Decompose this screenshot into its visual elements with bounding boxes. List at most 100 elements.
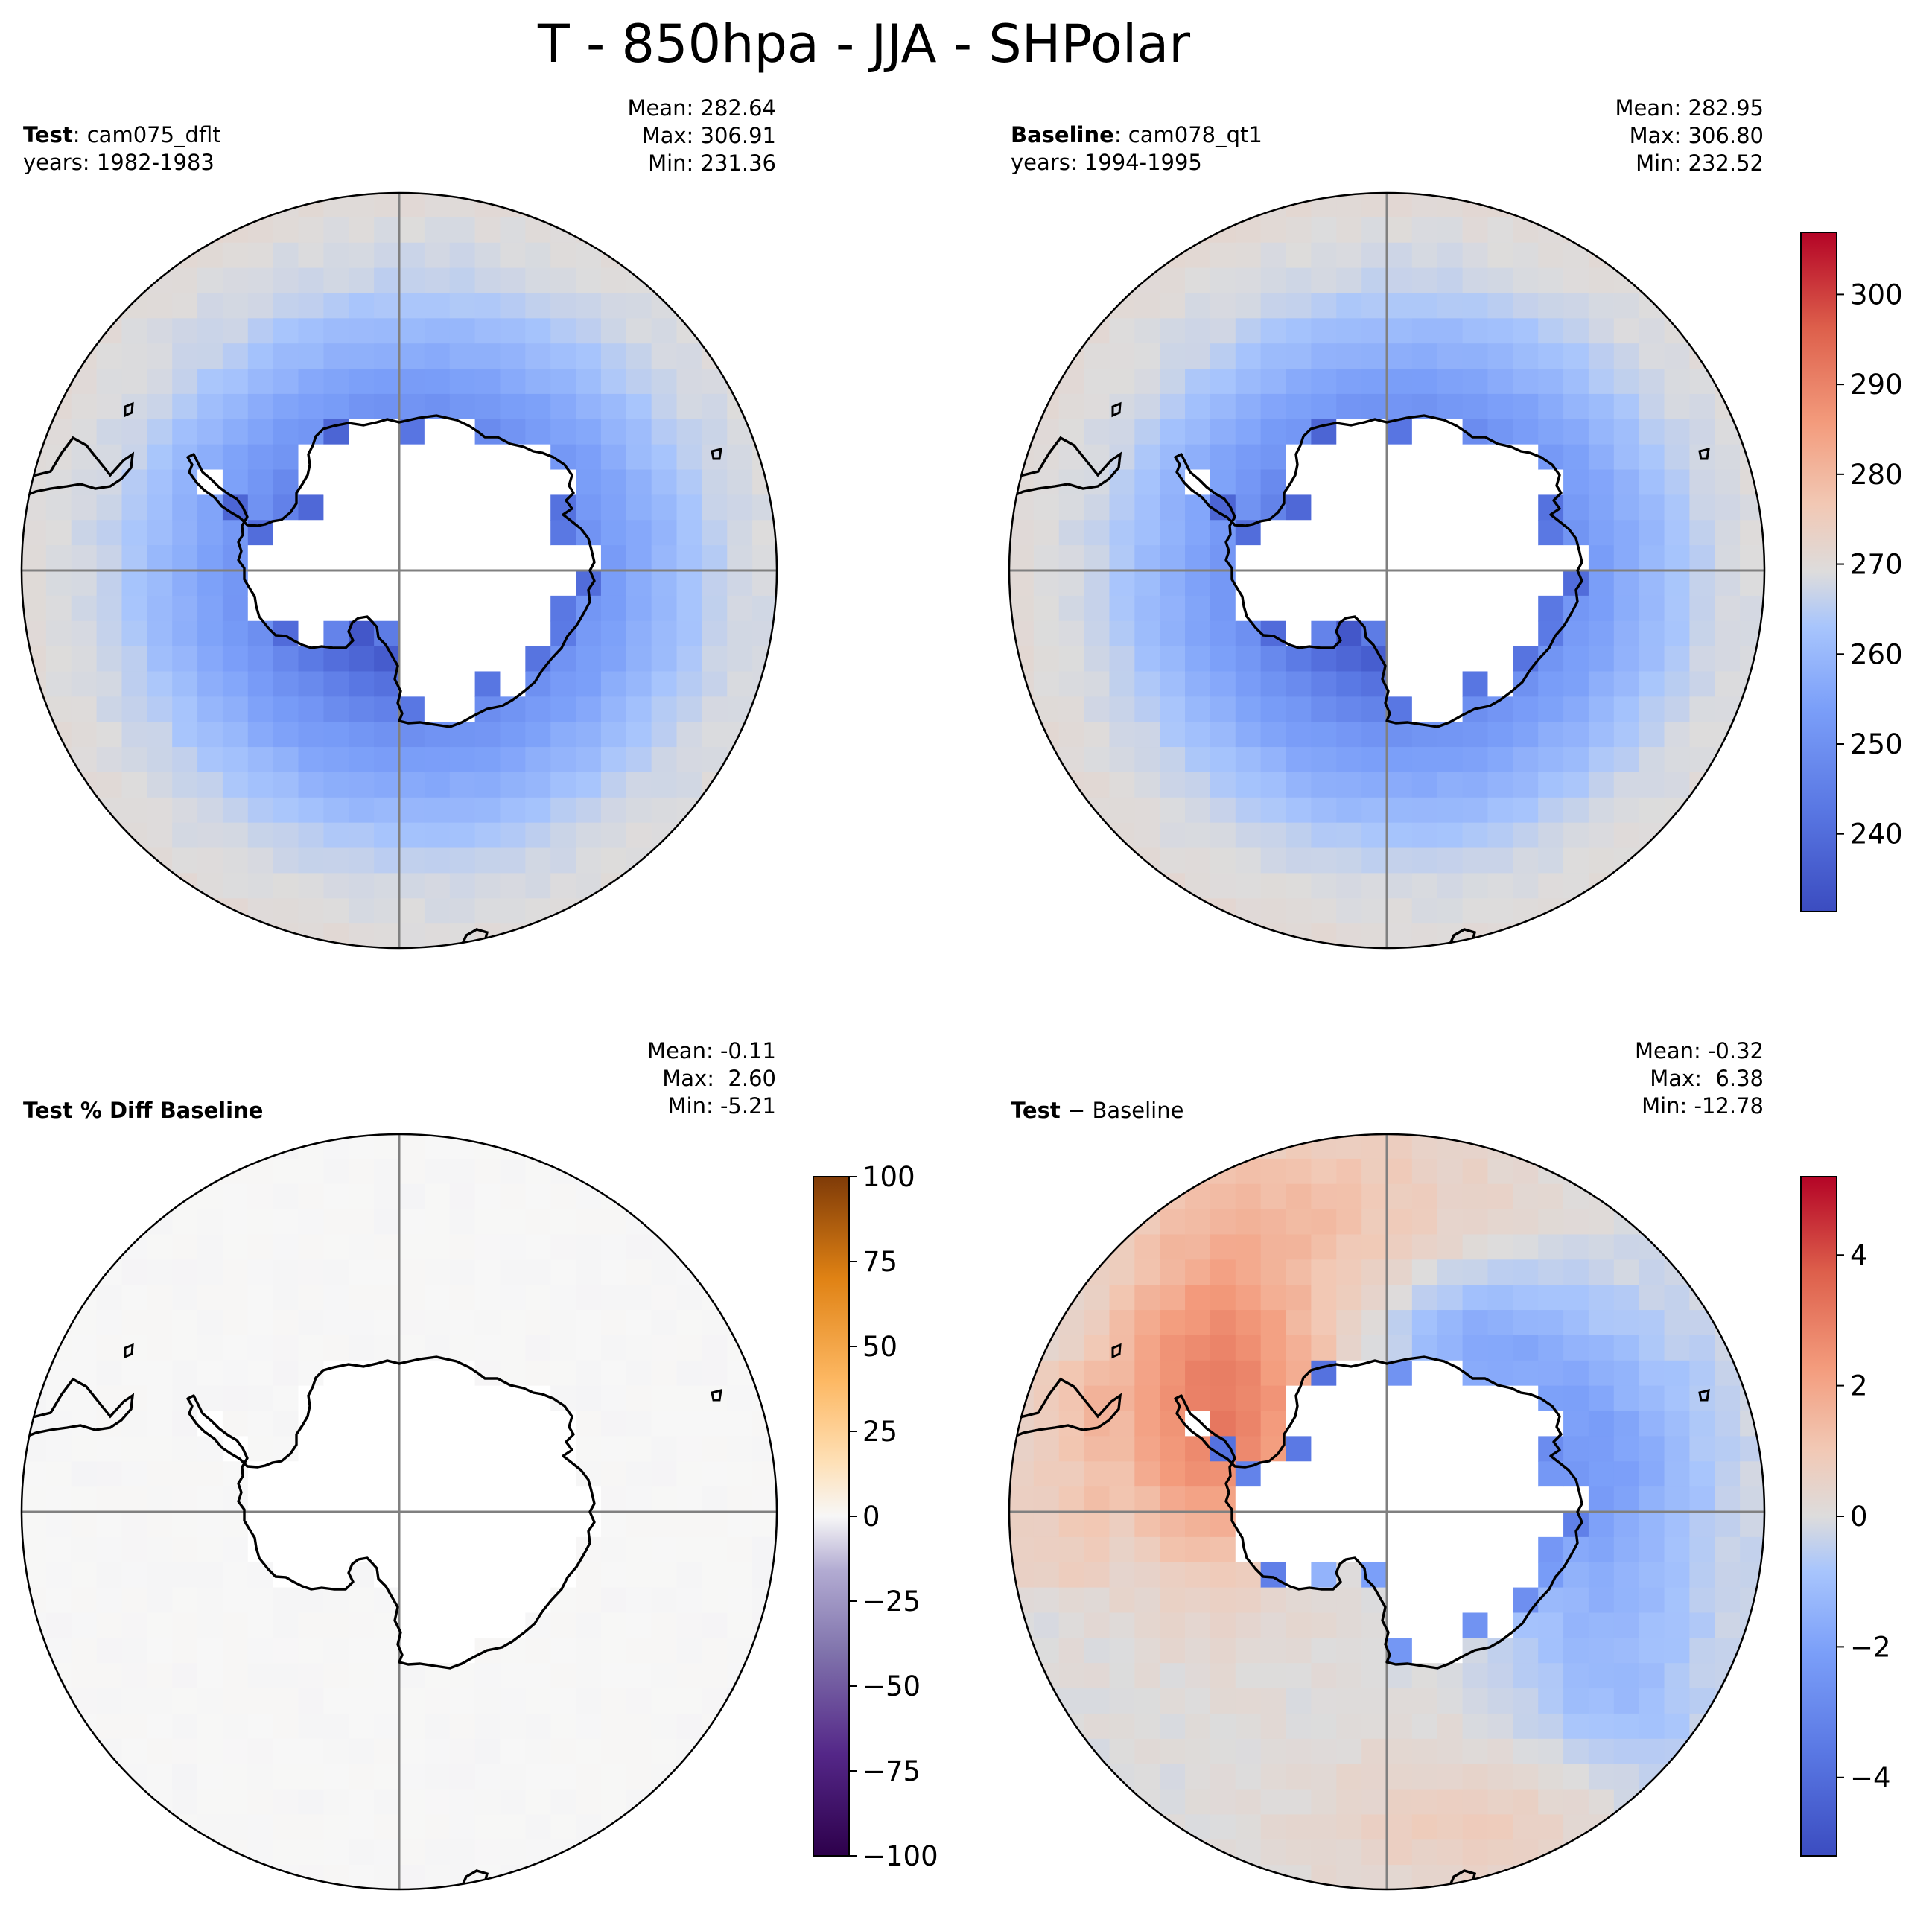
- map-cell: [1487, 1183, 1513, 1210]
- map-cell: [1613, 1536, 1640, 1563]
- map-cell: [1462, 1461, 1489, 1487]
- map-cell: [399, 469, 425, 495]
- map-cell: [1311, 343, 1337, 369]
- map-cell: [21, 1335, 47, 1361]
- map-cell: [273, 1612, 299, 1638]
- map-cell: [96, 671, 123, 697]
- map-cell: [600, 1814, 627, 1840]
- map-cell: [172, 570, 198, 597]
- map-cell: [349, 671, 375, 697]
- colorbar-gradient: [813, 1176, 850, 1857]
- map-cell: [1387, 722, 1413, 748]
- map-cell: [474, 1461, 501, 1487]
- map-cell: [1311, 797, 1337, 824]
- map-cell: [1160, 898, 1186, 924]
- map-cell: [1613, 1360, 1640, 1387]
- map-cell: [1286, 696, 1312, 722]
- map-cell: [1134, 1814, 1160, 1840]
- map-cell: [626, 772, 652, 798]
- map-cell: [45, 1536, 72, 1563]
- map-cell: [576, 393, 602, 420]
- map-cell: [600, 646, 627, 672]
- map-cell: [576, 1688, 602, 1714]
- map-cell: [600, 898, 627, 924]
- map-cell: [298, 1209, 324, 1235]
- map-cell: [147, 1764, 173, 1790]
- map-cell: [727, 520, 753, 546]
- map-cell: [1336, 772, 1362, 798]
- map-cell: [1462, 1814, 1489, 1840]
- map-cell: [197, 494, 223, 521]
- map-cell: [525, 1663, 551, 1689]
- map-cell: [1109, 1688, 1135, 1714]
- map-cell: [1437, 1865, 1464, 1890]
- map-cell: [1664, 1411, 1690, 1437]
- map-cell: [1058, 1285, 1085, 1311]
- map-cell: [247, 898, 274, 924]
- map-cell: [323, 267, 349, 294]
- map-cell: [1563, 318, 1589, 344]
- map-cell: [45, 1612, 72, 1638]
- map-cell: [71, 570, 98, 597]
- map-cell: [1538, 1713, 1564, 1740]
- map-cell: [752, 620, 778, 647]
- map-cell: [576, 873, 602, 899]
- map-cell: [1361, 570, 1388, 597]
- map-cell: [752, 1512, 778, 1538]
- map-cell: [1033, 671, 1060, 697]
- map-cell: [273, 620, 299, 647]
- map-cell: [1613, 494, 1640, 521]
- map-cell: [550, 1865, 576, 1890]
- map-cell: [474, 923, 501, 949]
- map-cell: [45, 494, 72, 521]
- map-cell: [374, 722, 400, 748]
- map-cell: [247, 369, 274, 395]
- map-cell: [1563, 671, 1589, 697]
- map-cell: [1210, 797, 1236, 824]
- map-cell: [1411, 444, 1438, 471]
- map-cell: [424, 1360, 451, 1387]
- map-cell: [1588, 595, 1615, 622]
- map-cell: [273, 1259, 299, 1285]
- map-cell: [1715, 570, 1741, 597]
- map-cell: [676, 520, 702, 546]
- map-cell: [399, 318, 425, 344]
- map-cell: [96, 520, 123, 546]
- map-cell: [147, 772, 173, 798]
- map-cell: [1411, 1764, 1438, 1790]
- map-cell: [1160, 343, 1186, 369]
- map-cell: [1160, 1285, 1186, 1311]
- map-cell: [247, 1789, 274, 1815]
- map-cell: [1689, 671, 1715, 697]
- map-cell: [525, 1486, 551, 1513]
- map-cell: [349, 293, 375, 319]
- map-cell: [273, 267, 299, 294]
- map-cell: [1411, 469, 1438, 495]
- map-cell: [1361, 1436, 1388, 1462]
- map-cell: [349, 797, 375, 824]
- map-cell: [1387, 747, 1413, 773]
- map-cell: [1487, 1512, 1513, 1538]
- map-cell: [45, 1411, 72, 1437]
- map-cell: [121, 1562, 147, 1588]
- map-cell: [298, 1713, 324, 1740]
- map-cell: [399, 1814, 425, 1840]
- map-cell: [298, 494, 324, 521]
- map-cell: [273, 520, 299, 546]
- map-cell: [1361, 1789, 1388, 1815]
- map-cell: [474, 1587, 501, 1614]
- map-cell: [96, 393, 123, 420]
- south-america-coastline: [21, 436, 135, 499]
- map-cell: [147, 1310, 173, 1336]
- map-cell: [1613, 1461, 1640, 1487]
- map-cell: [1260, 1486, 1287, 1513]
- map-cell: [474, 520, 501, 546]
- map-cell: [1437, 595, 1464, 622]
- map-cell: [1740, 570, 1765, 597]
- map-cells: [1008, 192, 1765, 949]
- map-cell: [1210, 1789, 1236, 1815]
- map-cell: [1513, 1713, 1539, 1740]
- map-cell: [424, 318, 451, 344]
- colorbar-tick-label: 0: [1850, 1501, 1868, 1533]
- map-cell: [1160, 1562, 1186, 1588]
